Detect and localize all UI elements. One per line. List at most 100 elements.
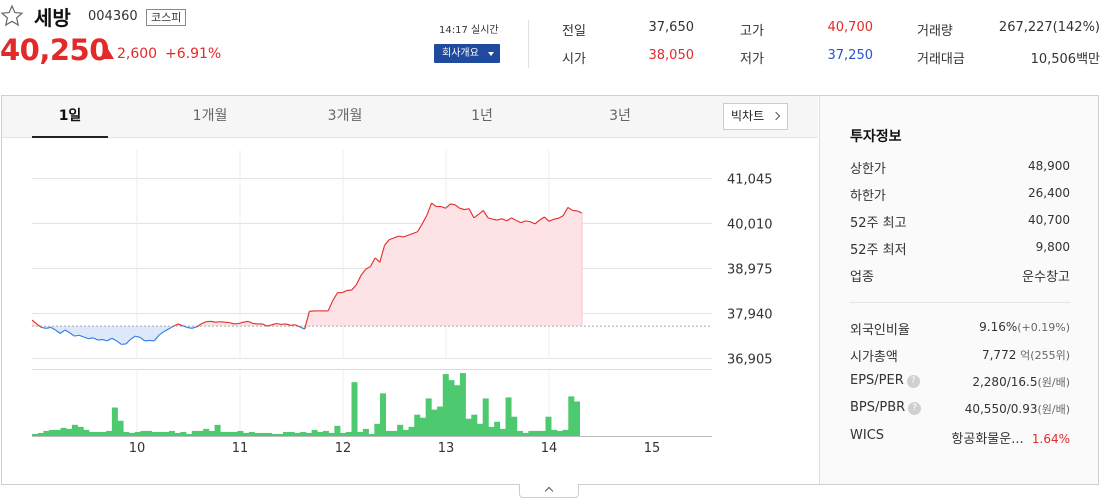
price-line-segment [492, 218, 498, 221]
tab-3months[interactable]: 3개월 [327, 108, 363, 124]
help-icon[interactable]: ? [906, 375, 920, 388]
volume-bar [208, 430, 215, 436]
volume-bar [368, 433, 375, 436]
favorite-star-icon[interactable] [0, 4, 24, 28]
volume-label: 거래량 [917, 24, 953, 39]
foreign-ratio-change: (+0.19%) [1017, 321, 1070, 334]
price-line-segment [473, 213, 479, 219]
volume-bar [243, 432, 250, 436]
price-line-segment [266, 324, 272, 327]
volume-bar [186, 433, 193, 436]
wics-label: WICS [850, 428, 885, 443]
big-chart-button[interactable]: 빅차트 [723, 103, 788, 130]
y-tick-label: 41,045 [727, 173, 773, 188]
volume-bar [151, 431, 158, 436]
wics-sector[interactable]: 항공화물운... [951, 432, 1024, 447]
volume-bar [414, 414, 421, 436]
price-line-segment [59, 329, 66, 334]
tab-3years[interactable]: 3년 [609, 108, 631, 124]
volume-bar [545, 416, 552, 436]
price-line-segment [153, 334, 160, 342]
price-line-segment [168, 326, 174, 330]
price-line-segment [299, 326, 305, 330]
price-line-segment [196, 323, 202, 328]
price-line-segment [248, 320, 254, 324]
price-line-segment [497, 218, 503, 221]
x-tick-label: 15 [644, 441, 661, 456]
volume-bars [32, 373, 580, 436]
y-axis-labels: 41,045 40,010 38,975 37,940 36,905 [727, 173, 773, 368]
price-line-segment [327, 300, 334, 312]
52w-high-label: 52주 최고 [850, 216, 907, 231]
divider [528, 20, 529, 68]
price-line-segment [464, 208, 470, 211]
price-line-segment [200, 321, 207, 325]
price-line-segment [539, 216, 545, 221]
volume-bar [288, 431, 295, 436]
price-line-segment [295, 324, 301, 328]
price-line-segment [468, 208, 475, 219]
price-line-segment [191, 326, 197, 329]
volume-bar [305, 432, 312, 436]
volume-bar [448, 380, 455, 436]
up-arrow-icon [102, 49, 114, 59]
eps-per-value: 2,280/16.5(원/배) [930, 374, 1070, 390]
price-line-segment [229, 322, 235, 325]
volume-bar [60, 427, 67, 436]
price-line-segment [482, 210, 489, 219]
price-line-segment [187, 326, 192, 329]
volume-bar [197, 430, 204, 436]
volume-bar [345, 431, 352, 436]
tab-1month[interactable]: 1개월 [192, 108, 228, 124]
price-change: 2,600 [117, 46, 158, 62]
volume-bar [351, 382, 358, 436]
wics-value: 항공화물운... 1.64% [900, 428, 1070, 447]
x-tick-label: 12 [335, 441, 352, 456]
price-line-segment [577, 210, 583, 214]
52w-low-label: 52주 최저 [850, 243, 907, 258]
price-line-segment [158, 331, 164, 336]
volume-bar [66, 428, 73, 436]
x-tick-label: 14 [541, 441, 558, 456]
price-line-segment [426, 202, 433, 216]
wics-change: 1.64% [1031, 432, 1070, 446]
volume-bar [146, 430, 153, 436]
price-change-pct: +6.91% [165, 46, 222, 62]
price-line-segment [421, 214, 428, 225]
tab-1day[interactable]: 1일 [32, 96, 108, 138]
volume-bar [237, 430, 244, 436]
low-value: 37,250 [827, 48, 874, 63]
eps-per-unit: (원/배) [1037, 376, 1070, 389]
price-line-segment [544, 216, 550, 222]
volume-bar [117, 420, 124, 436]
price-line-segment [210, 320, 216, 323]
tab-1year[interactable]: 1년 [471, 108, 493, 124]
volume-bar [191, 430, 198, 436]
volume-bar [385, 430, 392, 436]
volume-bar [231, 431, 238, 436]
collapse-toggle[interactable] [519, 484, 579, 498]
price-line-segment [355, 274, 362, 286]
low-label: 저가 [740, 52, 764, 67]
volume-bar [568, 396, 575, 436]
volume-bar [454, 385, 461, 436]
realtime-label: 14:17 실시간 [439, 25, 499, 36]
price-line-segment [172, 323, 178, 328]
volume-bar [277, 433, 284, 436]
industry-value: 운수창고 [1022, 270, 1070, 285]
volume-bar [180, 431, 187, 436]
market-badge: 코스피 [146, 9, 187, 26]
volume-bar [442, 374, 449, 436]
x-tick-label: 13 [438, 441, 455, 456]
volume-bar [123, 431, 130, 436]
volume-bar [340, 432, 347, 436]
price-line-segment [440, 206, 446, 209]
company-overview-button[interactable]: 회사개요 [434, 44, 500, 63]
help-icon[interactable]: ? [908, 402, 922, 415]
price-line-segment [506, 217, 512, 222]
price-line-segment [92, 337, 99, 341]
volume-bar [431, 409, 438, 436]
volume-bar [494, 421, 501, 436]
price-line-segment [487, 217, 493, 220]
volume-bar [106, 430, 113, 436]
